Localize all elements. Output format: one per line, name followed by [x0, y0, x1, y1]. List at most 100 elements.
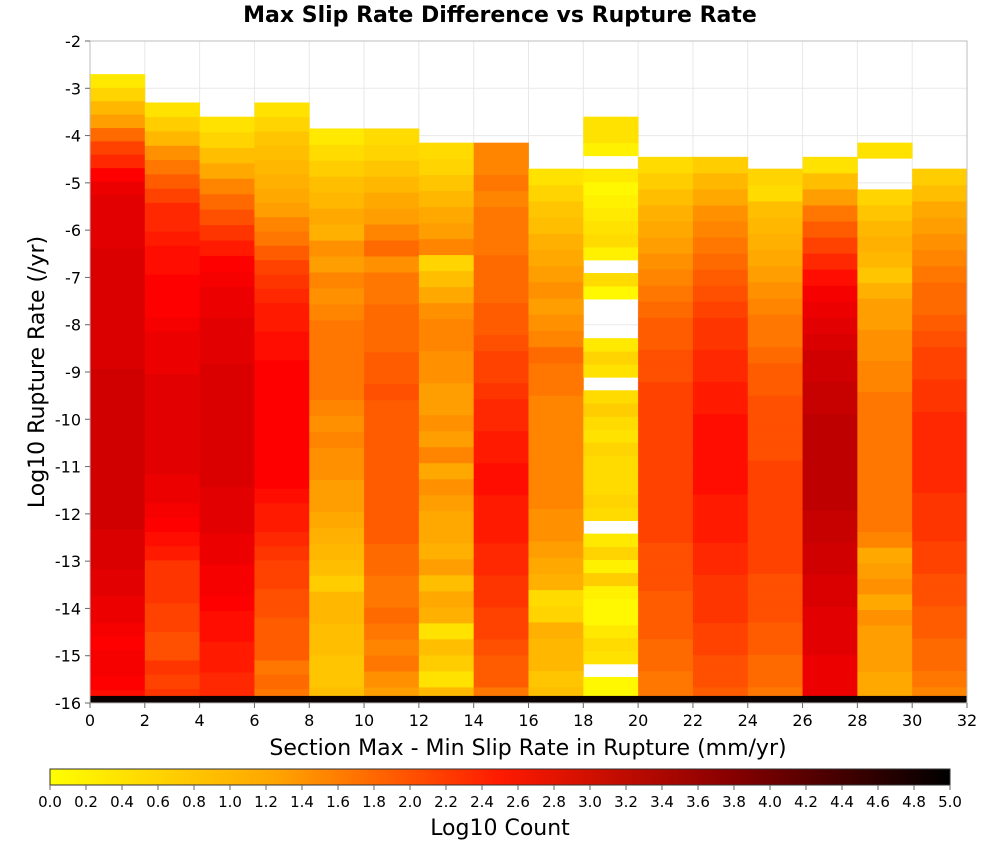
heatmap-cell [254, 388, 310, 404]
heatmap-cell [199, 132, 255, 148]
heatmap-cell [254, 531, 310, 547]
heatmap-cell [528, 557, 584, 574]
heatmap-cell [309, 559, 365, 576]
heatmap-cell [528, 443, 584, 461]
heatmap-cell [364, 288, 420, 305]
heatmap-cell [254, 617, 310, 632]
heatmap-cell [254, 173, 310, 189]
heatmap-cell [583, 116, 639, 131]
heatmap-cell [144, 216, 201, 232]
x-tick-label: 20 [628, 711, 648, 730]
heatmap-cell [90, 355, 146, 369]
heatmap-cell [254, 131, 310, 146]
heatmap-cell [364, 383, 420, 401]
heatmap-cell [802, 301, 858, 318]
heatmap-cell [802, 654, 858, 672]
heatmap-cell [90, 248, 146, 262]
heatmap-cell [692, 156, 749, 174]
heatmap-cell [857, 391, 913, 408]
x-tick-label: 22 [683, 711, 703, 730]
x-tick-labels: 0 2 4 6 8 10 12 14 16 18 20 22 24 26 28 30 32 [85, 703, 977, 730]
heatmap-cell [857, 345, 913, 361]
heatmap-cell [418, 142, 475, 160]
heatmap-cell [692, 317, 749, 334]
heatmap-cell [857, 625, 913, 642]
colorbar-tick-label: 3.0 [578, 793, 602, 811]
heatmap-cell [857, 298, 913, 315]
heatmap-cell [144, 131, 201, 146]
heatmap-cell [144, 116, 201, 132]
heatmap-cell [583, 572, 639, 587]
heatmap-cell [528, 589, 584, 607]
heatmap-cell [583, 351, 639, 365]
heatmap-cell [254, 145, 310, 161]
y-tick-label: -4 [65, 127, 81, 146]
heatmap-cell [144, 316, 201, 332]
heatmap-cell [309, 463, 365, 480]
heatmap-cell [747, 524, 803, 542]
heatmap-cell [912, 605, 968, 623]
heatmap-cell [418, 286, 475, 304]
heatmap-cell [144, 602, 201, 618]
heatmap-cell [199, 116, 255, 133]
heatmap-cell [912, 622, 968, 639]
heatmap-cell [309, 623, 365, 640]
heatmap-cell [802, 510, 858, 527]
heatmap-cell [583, 246, 639, 261]
heatmap-cell [583, 142, 639, 157]
heatmap-cell [802, 542, 858, 559]
heatmap-cell [418, 670, 475, 688]
heatmap-cell [364, 144, 420, 161]
heatmap-cell [857, 594, 913, 611]
heatmap-cell [802, 381, 858, 399]
heatmap-cell [254, 302, 310, 318]
heatmap-cell [309, 256, 365, 273]
heatmap-cell [418, 318, 475, 336]
heatmap-cell [802, 317, 858, 334]
heatmap-cell [254, 445, 310, 461]
heatmap-cell [473, 366, 529, 384]
heatmap-cell [473, 622, 529, 640]
heatmap-cell [364, 335, 420, 353]
heatmap-cell [90, 422, 146, 436]
colorbar-tick-label: 2.8 [542, 793, 566, 811]
heatmap-cell [528, 427, 584, 445]
heatmap-cell [254, 645, 310, 661]
heatmap-cell [747, 314, 803, 331]
heatmap-cell [309, 304, 365, 321]
heatmap-cell [254, 502, 310, 518]
heatmap-cell [912, 460, 968, 477]
heatmap-cell [309, 240, 365, 257]
heatmap-cell [418, 430, 475, 448]
heatmap-cell [90, 408, 146, 423]
heatmap-cell [692, 494, 749, 511]
heatmap-cell [638, 445, 694, 463]
x-tick-label: 0 [85, 711, 95, 730]
heatmap-cell [583, 364, 639, 378]
heatmap-cell [528, 282, 584, 299]
heatmap-cell [802, 462, 858, 479]
heatmap-cell [144, 302, 201, 318]
heatmap-cell [473, 238, 529, 256]
heatmap-cell [364, 176, 420, 193]
heatmap-cell [309, 319, 365, 337]
heatmap-cell [583, 676, 639, 691]
heatmap-cell [473, 254, 529, 272]
heatmap-cell [90, 207, 146, 222]
heatmap-cell [364, 224, 420, 241]
heatmap-cell [528, 573, 584, 591]
heatmap-cell [638, 253, 694, 270]
heatmap-cell [638, 269, 694, 286]
heatmap-cell [692, 638, 749, 656]
heatmap-cell [254, 431, 310, 447]
heatmap-cell [473, 286, 529, 304]
heatmap-cell [254, 274, 310, 289]
heatmap-cell [802, 606, 858, 624]
heatmap-cell [583, 168, 639, 183]
heatmap-cell [802, 590, 858, 608]
heatmap-cell [638, 590, 694, 608]
heatmap-cell [747, 654, 803, 672]
heatmap-cell [144, 374, 201, 389]
heatmap-cell [199, 594, 255, 611]
heatmap-cell [309, 607, 365, 624]
